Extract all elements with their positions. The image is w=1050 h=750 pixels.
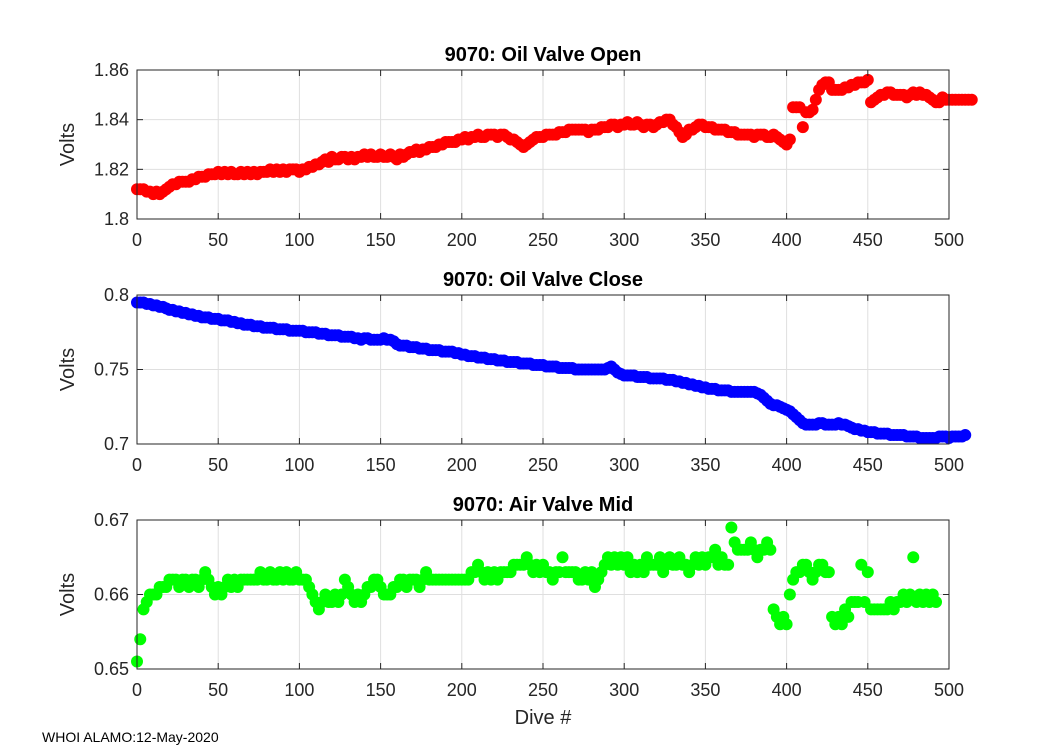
- chart-panel-3: 0 50 100 150 200 250 300 350 400 450 500 0.65 0.66 0.…: [57, 494, 964, 700]
- data-point: [556, 551, 569, 564]
- y-tick-label: 1.8: [104, 209, 129, 229]
- x-tick-label: 400: [772, 455, 802, 475]
- data-point: [822, 566, 835, 579]
- x-tick-label: 350: [690, 455, 720, 475]
- x-tick-label: 250: [528, 455, 558, 475]
- x-tick-label: 350: [690, 680, 720, 700]
- footer-stamp: WHOI ALAMO:12-May-2020: [42, 729, 219, 745]
- x-tick-label: 50: [208, 680, 228, 700]
- x-tick-label: 150: [366, 230, 396, 250]
- y-axis-label: Volts: [57, 573, 79, 616]
- data-point: [959, 429, 972, 442]
- y-axis-label: Volts: [57, 123, 79, 166]
- chart-title: 9070: Air Valve Mid: [453, 494, 633, 516]
- x-tick-label: 150: [366, 680, 396, 700]
- data-point: [725, 521, 738, 534]
- data-point: [861, 566, 874, 579]
- data-point: [930, 595, 943, 608]
- x-tick-label: 450: [853, 455, 883, 475]
- x-axis-label: Dive #: [515, 707, 573, 729]
- x-tick-label: 0: [132, 680, 142, 700]
- y-tick-label: 0.67: [94, 510, 129, 530]
- x-tick-label: 200: [447, 680, 477, 700]
- x-tick-label: 250: [528, 680, 558, 700]
- x-tick-label: 300: [609, 455, 639, 475]
- chart-title: 9070: Oil Valve Close: [443, 269, 643, 291]
- x-tick-label: 200: [447, 230, 477, 250]
- data-point: [764, 543, 777, 556]
- data-point: [861, 73, 874, 86]
- data-point: [722, 558, 735, 571]
- y-tick-label: 0.8: [104, 285, 129, 305]
- x-tick-label: 50: [208, 230, 228, 250]
- x-tick-label: 100: [284, 455, 314, 475]
- x-tick-label: 150: [366, 455, 396, 475]
- x-tick-label: 400: [772, 680, 802, 700]
- data-point: [809, 93, 822, 106]
- y-axis-label: Volts: [57, 348, 79, 391]
- data-point: [796, 121, 809, 134]
- y-tick-label: 1.86: [94, 60, 129, 80]
- y-tick-label: 0.66: [94, 585, 129, 605]
- x-tick-label: 50: [208, 455, 228, 475]
- x-tick-label: 300: [609, 230, 639, 250]
- data-point: [842, 610, 855, 623]
- x-tick-label: 450: [853, 680, 883, 700]
- chart-panel-2: 0 50 100 150 200 250 300 350 400 450 500 0.7 0.75 0.8…: [57, 269, 972, 475]
- chart-panel-1: 0 50 100 150 200 250 300 350 400 450 500 1.8 1.82 1.8…: [57, 44, 978, 250]
- data-point: [907, 551, 920, 564]
- y-tick-label: 0.75: [94, 360, 129, 380]
- x-tick-label: 0: [132, 230, 142, 250]
- chart-title: 9070: Oil Valve Open: [445, 44, 642, 66]
- y-tick-label: 0.65: [94, 659, 129, 679]
- x-tick-label: 0: [132, 455, 142, 475]
- data-point: [783, 588, 796, 601]
- x-tick-label: 500: [934, 455, 964, 475]
- x-tick-label: 500: [934, 680, 964, 700]
- y-tick-label: 0.7: [104, 434, 129, 454]
- x-tick-label: 250: [528, 230, 558, 250]
- x-tick-label: 450: [853, 230, 883, 250]
- x-tick-label: 400: [772, 230, 802, 250]
- data-point: [783, 133, 796, 146]
- x-tick-label: 300: [609, 680, 639, 700]
- data-point: [134, 633, 147, 646]
- y-tick-label: 1.84: [94, 110, 129, 130]
- data-point: [965, 93, 978, 106]
- x-tick-label: 500: [934, 230, 964, 250]
- y-tick-label: 1.82: [94, 159, 129, 179]
- data-point: [780, 618, 793, 631]
- x-tick-label: 200: [447, 455, 477, 475]
- data-point: [806, 103, 819, 116]
- x-tick-label: 350: [690, 230, 720, 250]
- x-tick-label: 100: [284, 230, 314, 250]
- x-tick-label: 100: [284, 680, 314, 700]
